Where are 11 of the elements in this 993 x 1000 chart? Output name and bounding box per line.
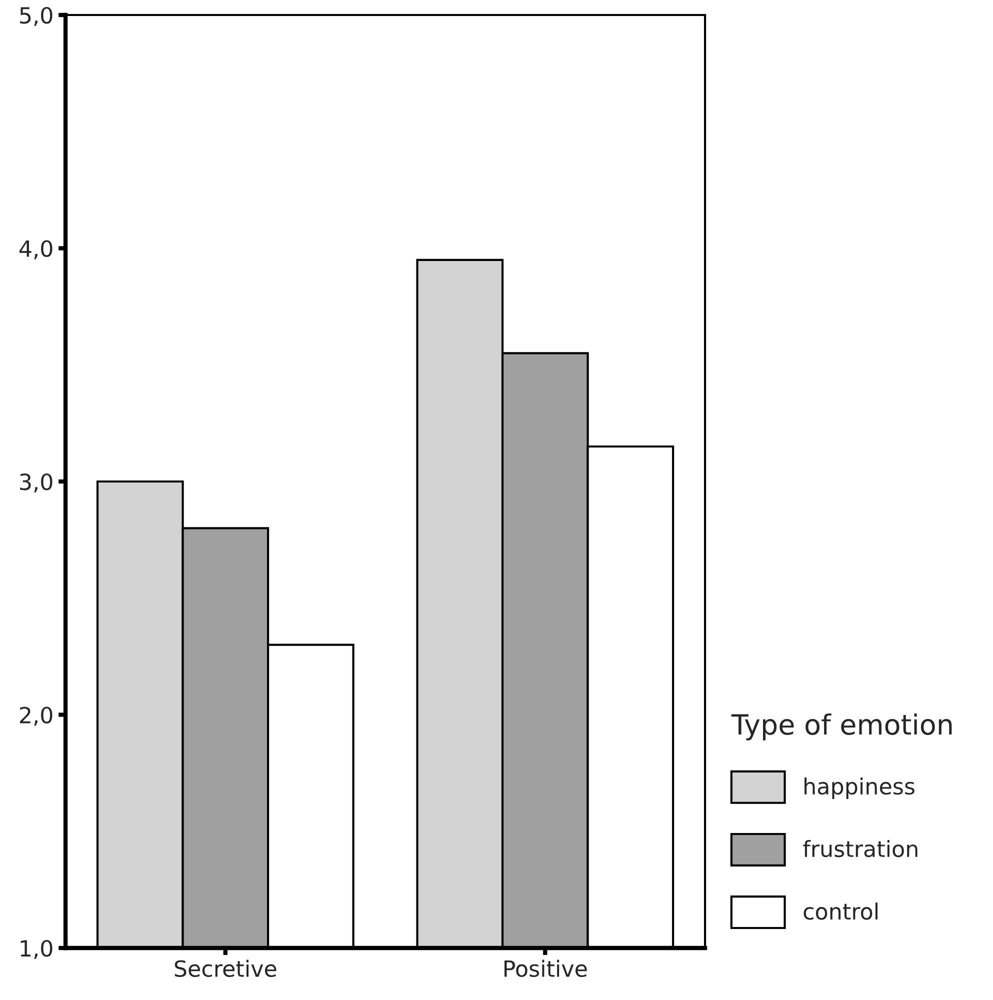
legend-label: control xyxy=(804,902,878,920)
y-tick-label: 2,0 xyxy=(20,706,52,726)
y-tick-label: 3,0 xyxy=(20,473,52,493)
x-tick-label: Secretive xyxy=(174,960,276,978)
y-tick-label: 5,0 xyxy=(20,6,52,26)
legend-title: Type of emotion xyxy=(731,713,952,740)
y-tick-label: 4,0 xyxy=(19,240,52,260)
legend-label: happiness xyxy=(804,777,914,799)
y-tick-label: 1,0 xyxy=(20,940,52,960)
x-tick-label: Positive xyxy=(504,960,587,978)
legend-label: frustration xyxy=(803,840,918,858)
